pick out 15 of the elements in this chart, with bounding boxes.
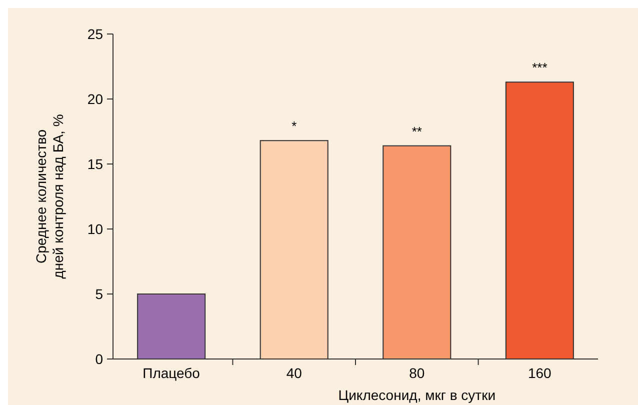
y-tick-label: 5 [95,286,104,302]
y-tick-label: 25 [87,26,104,42]
y-axis-title: Среднее количество дней контроля над БА, % [33,114,66,279]
y-tick-label: 15 [87,156,104,172]
x-tick-label: Плацебо [142,365,200,381]
x-tick-label: 40 [286,365,302,381]
x-tick-label: 80 [409,365,425,381]
y-tick-label: 20 [87,90,104,107]
annotation: ** [412,124,422,139]
x-tick-label: 160 [528,365,552,381]
annotation: *** [532,60,548,76]
y-tick-label: 10 [87,220,104,237]
y-tick-label: 0 [95,350,104,367]
annotation: * [292,118,297,134]
x-axis-title: Циклесонид, мкг в сутки [338,387,496,403]
